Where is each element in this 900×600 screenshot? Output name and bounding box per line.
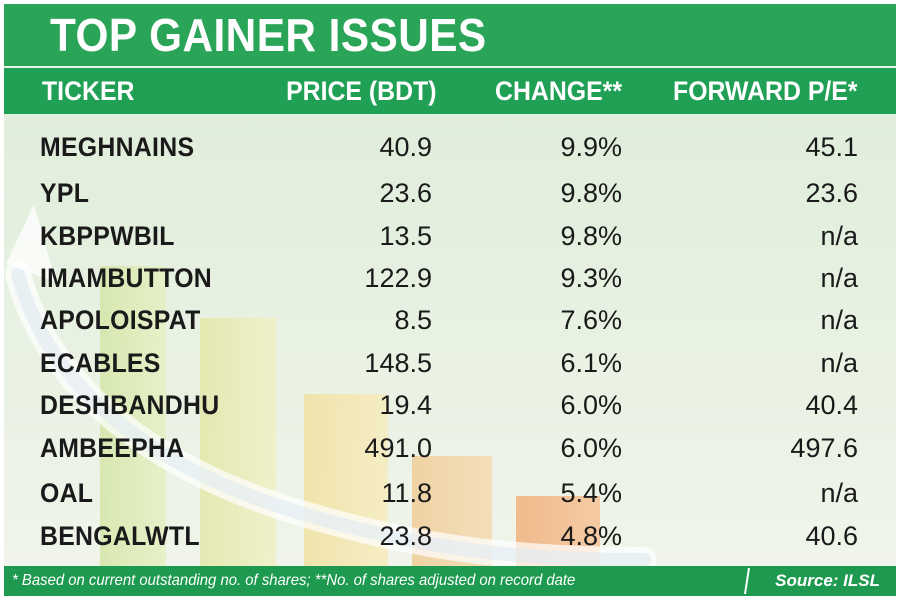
price-cell: 491.0 bbox=[364, 433, 432, 463]
column-header-ticker: TICKER bbox=[42, 76, 135, 106]
forward-pe-cell: n/a bbox=[820, 478, 858, 508]
column-header-forward-pe: FORWARD P/E* bbox=[673, 76, 858, 106]
footer-bar: * Based on current outstanding no. of sh… bbox=[4, 566, 896, 596]
column-header-change: CHANGE** bbox=[495, 76, 622, 106]
forward-pe-cell: n/a bbox=[820, 348, 858, 378]
change-cell: 6.1% bbox=[560, 348, 622, 378]
page-title: TOP GAINER ISSUES bbox=[50, 9, 487, 61]
change-cell: 4.8% bbox=[560, 521, 622, 551]
table-row: KBPPWBIL 13.5 9.8% n/a bbox=[0, 215, 900, 258]
table-row: APOLOISPAT 8.5 7.6% n/a bbox=[0, 299, 900, 342]
forward-pe-cell: 40.6 bbox=[805, 521, 858, 551]
forward-pe-cell: 40.4 bbox=[805, 390, 858, 420]
forward-pe-cell: n/a bbox=[820, 221, 858, 251]
ticker-cell: DESHBANDHU bbox=[40, 390, 220, 420]
price-cell: 23.8 bbox=[379, 521, 432, 551]
source-credit: Source: ILSL bbox=[775, 571, 880, 590]
forward-pe-cell: n/a bbox=[820, 263, 858, 293]
decor-bar-2 bbox=[200, 318, 276, 566]
price-cell: 19.4 bbox=[379, 390, 432, 420]
change-cell: 6.0% bbox=[560, 390, 622, 420]
change-cell: 5.4% bbox=[560, 478, 622, 508]
table-row: MEGHNAINS 40.9 9.9% 45.1 bbox=[0, 126, 900, 169]
price-cell: 11.8 bbox=[381, 478, 432, 508]
change-cell: 9.8% bbox=[560, 178, 622, 208]
forward-pe-cell: 497.6 bbox=[790, 433, 858, 463]
change-cell: 9.8% bbox=[560, 221, 622, 251]
price-cell: 40.9 bbox=[379, 132, 432, 162]
price-cell: 148.5 bbox=[364, 348, 432, 378]
table-row: OAL 11.8 5.4% n/a bbox=[0, 472, 900, 515]
ticker-cell: IMAMBUTTON bbox=[40, 263, 213, 293]
ticker-cell: BENGALWTL bbox=[40, 521, 200, 551]
ticker-cell: ECABLES bbox=[40, 348, 161, 378]
trend-arrow-icon bbox=[5, 204, 657, 566]
forward-pe-cell: 45.1 bbox=[805, 132, 858, 162]
column-header-price: PRICE (BDT) bbox=[285, 76, 436, 106]
change-cell: 6.0% bbox=[560, 433, 622, 463]
ticker-cell: KBPPWBIL bbox=[40, 221, 175, 251]
ticker-cell: YPL bbox=[40, 178, 90, 208]
price-cell: 8.5 bbox=[394, 305, 432, 335]
table-row: DESHBANDHU 19.4 6.0% 40.4 bbox=[0, 384, 900, 427]
footnote: * Based on current outstanding no. of sh… bbox=[12, 572, 576, 589]
price-cell: 23.6 bbox=[379, 178, 432, 208]
forward-pe-cell: 23.6 bbox=[805, 178, 858, 208]
forward-pe-cell: n/a bbox=[820, 305, 858, 335]
table-row: AMBEEPHA 491.0 6.0% 497.6 bbox=[0, 427, 900, 470]
ticker-cell: AMBEEPHA bbox=[40, 433, 185, 463]
price-cell: 122.9 bbox=[364, 263, 432, 293]
change-cell: 7.6% bbox=[560, 305, 622, 335]
table-body-background bbox=[4, 114, 896, 566]
footer-divider bbox=[744, 567, 750, 595]
ticker-cell: OAL bbox=[40, 478, 94, 508]
table-row: YPL 23.6 9.8% 23.6 bbox=[0, 172, 900, 215]
table-row: BENGALWTL 23.8 4.8% 40.6 bbox=[0, 515, 900, 558]
table-header: TICKER PRICE (BDT) CHANGE** FORWARD P/E* bbox=[4, 66, 896, 114]
ticker-cell: APOLOISPAT bbox=[40, 305, 201, 335]
table-row: IMAMBUTTON 122.9 9.3% n/a bbox=[0, 257, 900, 300]
table-row: ECABLES 148.5 6.1% n/a bbox=[0, 342, 900, 385]
price-cell: 13.5 bbox=[379, 221, 432, 251]
change-cell: 9.9% bbox=[560, 132, 622, 162]
ticker-cell: MEGHNAINS bbox=[40, 132, 195, 162]
change-cell: 9.3% bbox=[560, 263, 622, 293]
title-bar: TOP GAINER ISSUES bbox=[4, 4, 896, 66]
